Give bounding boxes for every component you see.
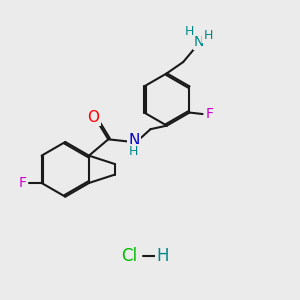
- Text: O: O: [87, 110, 99, 125]
- Text: F: F: [19, 176, 27, 190]
- Text: F: F: [206, 107, 213, 121]
- Text: H: H: [203, 29, 213, 42]
- Text: Cl: Cl: [121, 247, 137, 265]
- Text: H: H: [129, 145, 139, 158]
- Text: H: H: [184, 25, 194, 38]
- Text: N: N: [128, 133, 140, 148]
- Text: H: H: [156, 247, 169, 265]
- Text: N: N: [194, 35, 204, 49]
